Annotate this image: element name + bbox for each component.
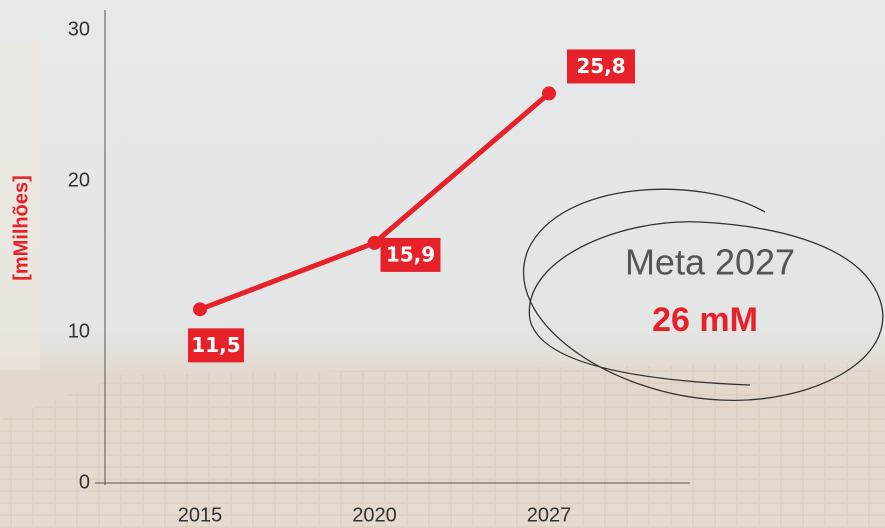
value-label: 15,9: [386, 242, 435, 266]
y-tick-label: 10: [68, 320, 90, 342]
y-tick-label: 0: [79, 471, 90, 493]
x-tick-label: 2015: [178, 504, 223, 526]
point: [542, 86, 556, 100]
point: [193, 302, 207, 316]
y-tick-label: 20: [68, 169, 90, 191]
y-tick-label: 30: [68, 18, 90, 40]
x-tick-label: 2027: [527, 504, 572, 526]
page: {"chart_data": {"type": "line", "y_label…: [0, 0, 885, 528]
roof-texture: [0, 362, 885, 528]
point: [368, 236, 382, 250]
value-label: 25,8: [576, 54, 625, 78]
annotation-value: 26 mM: [652, 301, 758, 339]
x-tick-label: 2020: [352, 504, 397, 526]
value-label: 11,5: [191, 333, 240, 357]
y-axis-label: [mMilhões]: [10, 175, 32, 281]
annotation-title: Meta 2027: [625, 242, 795, 283]
chart: [mMilhões] Meta 2027 26 mM 0 10 20 30 2015 20…: [0, 0, 885, 528]
